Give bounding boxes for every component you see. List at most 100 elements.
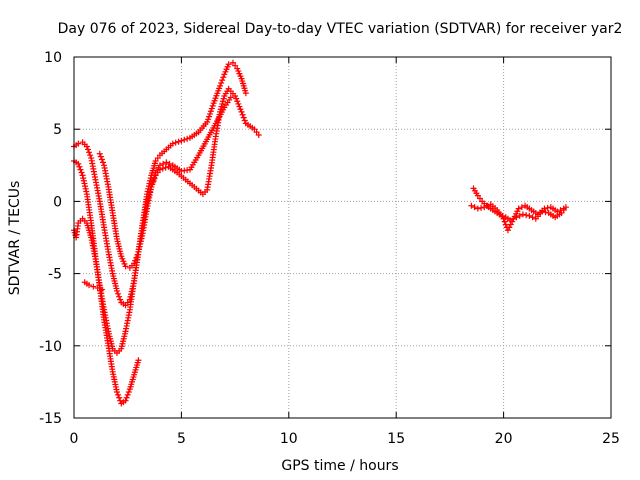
data-point [557, 207, 564, 214]
data-point [131, 260, 138, 267]
data-point [139, 232, 146, 239]
y-tick-label: -10 [39, 339, 62, 355]
data-point [500, 215, 507, 222]
data-point [504, 227, 511, 234]
data-point [542, 209, 549, 216]
data-point [205, 116, 212, 123]
data-point [77, 166, 84, 173]
data-point [515, 205, 522, 212]
data-point [134, 251, 141, 258]
y-tick-label: -15 [39, 411, 62, 427]
y-tick-label: 10 [44, 50, 62, 66]
chart-title: Day 076 of 2023, Sidereal Day-to-day VTE… [58, 21, 623, 37]
data-point [113, 389, 120, 396]
data-point [204, 118, 211, 125]
x-axis-label: GPS time / hours [281, 458, 398, 474]
axis-ticks [73, 56, 612, 419]
data-point [502, 221, 509, 228]
data-point [175, 138, 182, 145]
y-tick-label: 0 [53, 194, 62, 210]
data-point [115, 290, 122, 297]
data-point [83, 143, 90, 150]
data-point [237, 106, 244, 113]
plot-frame [73, 56, 612, 419]
data-point [125, 389, 132, 396]
data-point [217, 82, 224, 89]
data-point [234, 98, 241, 105]
data-point [178, 137, 185, 144]
data-point [98, 156, 105, 163]
data-point [135, 357, 142, 364]
data-point [132, 257, 139, 264]
series-track-c [71, 85, 262, 357]
data-point [225, 61, 232, 68]
data-point [484, 202, 491, 209]
data-point [116, 293, 123, 300]
x-tick-label: 25 [602, 431, 620, 447]
data-point [75, 140, 82, 147]
series-track-e [96, 94, 234, 271]
data-point [87, 152, 94, 159]
series-track-g [468, 201, 567, 234]
data-point [82, 183, 89, 190]
data-point [218, 79, 225, 86]
data-point [474, 205, 481, 212]
data-point [84, 146, 91, 153]
data-points [71, 59, 569, 407]
data-point [560, 205, 567, 212]
data-point [97, 153, 104, 160]
data-point [169, 140, 176, 147]
data-point [541, 205, 548, 212]
grid-lines [74, 57, 611, 418]
data-point [156, 162, 163, 169]
data-point [238, 108, 245, 115]
data-point [206, 110, 213, 117]
data-point [207, 108, 214, 115]
data-point [208, 105, 215, 112]
data-point [468, 202, 475, 209]
data-point [94, 285, 101, 292]
data-point [232, 92, 239, 99]
data-point [75, 160, 82, 167]
series-track-f [470, 185, 569, 224]
data-point [209, 102, 216, 109]
data-point [255, 131, 262, 138]
data-point [236, 103, 243, 110]
data-point [220, 74, 227, 81]
data-point [235, 100, 242, 107]
tick-labels: 0 5 10 15 20 25 -15 -10 -5 0 5 10 [39, 50, 620, 447]
data-point [86, 149, 93, 156]
y-tick-label: 5 [53, 122, 62, 138]
data-point [81, 180, 88, 187]
data-point [86, 282, 93, 289]
data-point [184, 135, 191, 142]
series-track-d [81, 279, 105, 293]
data-point [124, 391, 131, 398]
data-point [481, 204, 488, 211]
data-point [83, 188, 90, 195]
x-tick-label: 5 [177, 431, 186, 447]
data-point [90, 283, 97, 290]
data-point [76, 163, 83, 170]
data-point [113, 287, 120, 294]
data-point [78, 169, 85, 176]
data-point [529, 214, 536, 221]
data-point [233, 95, 240, 102]
data-point [219, 98, 226, 105]
data-point [220, 95, 227, 102]
data-point [206, 113, 213, 120]
data-point [227, 94, 234, 101]
data-point [218, 103, 225, 110]
data-point [501, 218, 508, 225]
data-point [162, 164, 169, 171]
data-point [478, 204, 485, 211]
data-point [96, 150, 103, 157]
data-point [123, 394, 130, 401]
data-point [117, 296, 124, 303]
y-tick-label: -5 [48, 267, 62, 283]
data-point [181, 136, 188, 143]
data-point [241, 117, 248, 124]
data-point [99, 159, 106, 166]
data-point [166, 160, 173, 167]
